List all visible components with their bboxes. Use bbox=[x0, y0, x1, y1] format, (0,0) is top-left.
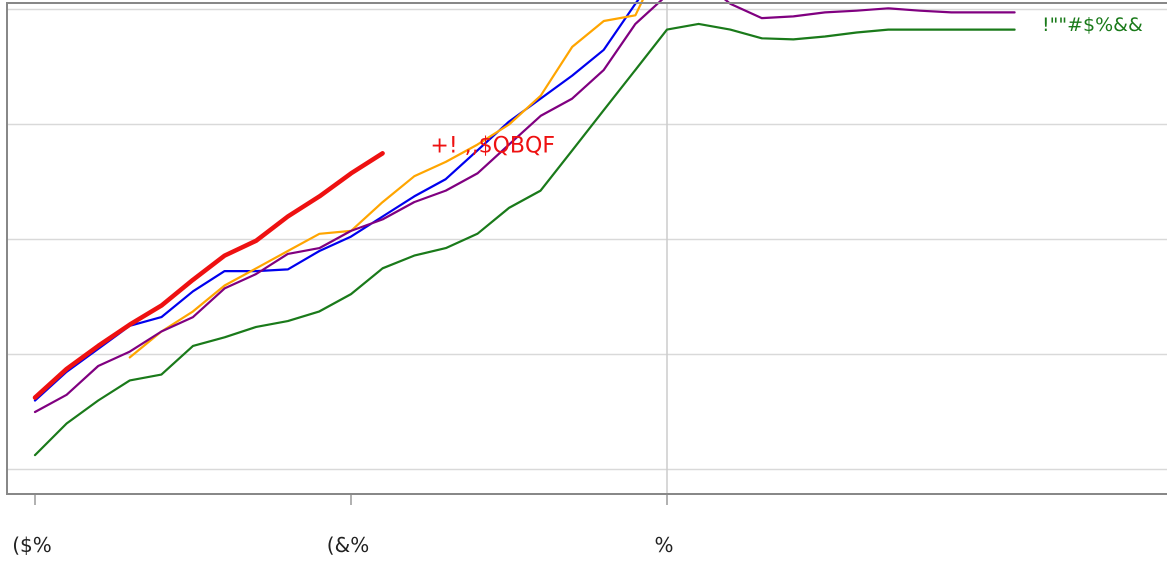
series-line-3 bbox=[33, 0, 1016, 414]
annotation-0: +! ,,$QBQF bbox=[430, 134, 555, 159]
series-lines bbox=[32, 0, 1016, 457]
grid-lines bbox=[7, 8, 1167, 471]
plot-frame bbox=[6, 2, 1167, 495]
series-labels: !""#$%$$!""#$%$%!""#$%&& bbox=[1042, 14, 1143, 36]
series-line-4 bbox=[32, 151, 385, 400]
x-axis: ($% (&%% bbox=[12, 494, 674, 557]
x-tick-label-1: (&% bbox=[327, 533, 369, 557]
series-line-2 bbox=[33, 22, 1016, 457]
series-label-2: !""#$%&& bbox=[1042, 14, 1143, 36]
x-tick-label-2: % bbox=[654, 533, 673, 557]
annotations: +! ,,$QBQF bbox=[430, 134, 555, 159]
series-line-1 bbox=[128, 0, 644, 359]
x-tick-label-0: ($% bbox=[12, 533, 52, 557]
